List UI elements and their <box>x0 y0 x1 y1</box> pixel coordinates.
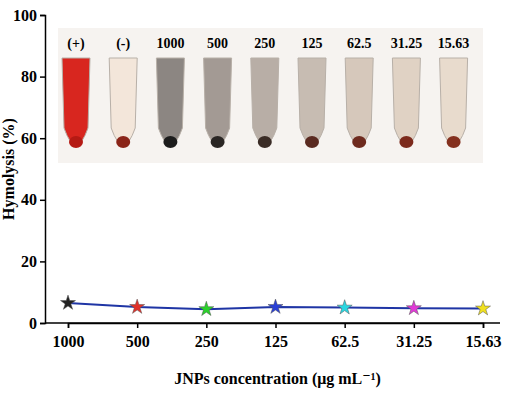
y-tick-mark <box>40 76 45 78</box>
tube-label: 500 <box>207 36 228 51</box>
x-tick-label: 125 <box>264 333 288 350</box>
x-axis: 1000 500 250 125 62.5 31.25 15.63 <box>45 323 502 350</box>
y-tick: 60 <box>21 130 45 147</box>
data-point <box>199 301 214 315</box>
y-tick-label: 0 <box>29 315 37 332</box>
tube <box>345 58 373 145</box>
x-tick: 31.25 <box>396 323 432 350</box>
tube-pellet <box>116 136 130 148</box>
tube <box>440 58 468 145</box>
tube-label: 62.5 <box>347 36 372 51</box>
y-axis: 0 20 40 60 80 100 <box>13 7 46 332</box>
x-tick-label: 62.5 <box>331 333 359 350</box>
x-tick-label: 15.63 <box>466 333 502 350</box>
data-point <box>337 300 352 314</box>
tube <box>109 58 137 145</box>
x-tick-label: 500 <box>126 333 150 350</box>
tube <box>62 58 90 145</box>
tube-pellet <box>352 136 366 148</box>
y-tick: 20 <box>21 253 45 270</box>
y-tick-label: 60 <box>21 130 37 147</box>
chart: (+) (-) 1000 500 250 125 62.5 31.25 15.63 0 20 40 60… <box>0 0 506 396</box>
data-point <box>268 299 283 313</box>
data-point <box>60 295 75 309</box>
tube-pellet <box>211 136 225 148</box>
tube-pellet <box>258 136 272 148</box>
y-tick-mark <box>40 261 45 263</box>
x-tick: 1000 <box>53 323 85 350</box>
y-tick-mark <box>40 138 45 140</box>
tube <box>298 58 326 145</box>
tube-pellet <box>447 136 461 148</box>
x-axis-title: JNPs concentration (μg mL⁻¹) <box>174 370 381 388</box>
y-tick-mark <box>40 15 45 17</box>
tube <box>392 58 420 145</box>
tube-label: (-) <box>116 36 130 52</box>
plot-marks <box>60 295 490 315</box>
tube-pellet <box>399 136 413 148</box>
tube-pellet <box>69 136 83 148</box>
x-tick: 250 <box>195 323 219 350</box>
x-tick-label: 31.25 <box>396 333 432 350</box>
tube-label: 125 <box>302 36 323 51</box>
x-tick: 62.5 <box>331 323 359 350</box>
data-point <box>406 300 421 314</box>
y-tick-label: 100 <box>13 7 37 24</box>
y-tick-label: 40 <box>21 191 37 208</box>
inset-background <box>58 28 483 163</box>
tube-label: 1000 <box>156 36 184 51</box>
y-axis-title: Hymolysis (%) <box>0 118 18 220</box>
y-tick: 0 <box>29 315 45 332</box>
tube <box>251 58 279 145</box>
y-tick: 40 <box>21 191 45 208</box>
y-tick-mark <box>40 200 45 202</box>
y-tick-mark <box>40 323 45 325</box>
y-axis-line <box>40 16 46 324</box>
data-point <box>475 301 490 315</box>
x-tick: 500 <box>126 323 150 350</box>
y-tick-label: 80 <box>21 68 37 85</box>
x-tick-label: 1000 <box>53 333 85 350</box>
tube-label: (+) <box>67 36 85 52</box>
tube <box>156 58 184 145</box>
x-axis-line <box>69 324 484 329</box>
y-tick-label: 20 <box>21 253 37 270</box>
tube-label: 250 <box>254 36 275 51</box>
x-tick: 15.63 <box>466 323 502 350</box>
data-point <box>130 299 145 313</box>
tube-label: 31.25 <box>391 36 423 51</box>
x-tick: 125 <box>264 323 288 350</box>
tube-pellet <box>163 136 177 148</box>
inset-photo <box>58 28 483 163</box>
x-tick-label: 250 <box>195 333 219 350</box>
y-tick: 100 <box>13 7 45 24</box>
tube <box>204 58 232 145</box>
y-tick: 80 <box>21 68 45 85</box>
tube-label: 15.63 <box>438 36 470 51</box>
x-axis-baseline <box>45 322 500 324</box>
tube-pellet <box>305 136 319 148</box>
